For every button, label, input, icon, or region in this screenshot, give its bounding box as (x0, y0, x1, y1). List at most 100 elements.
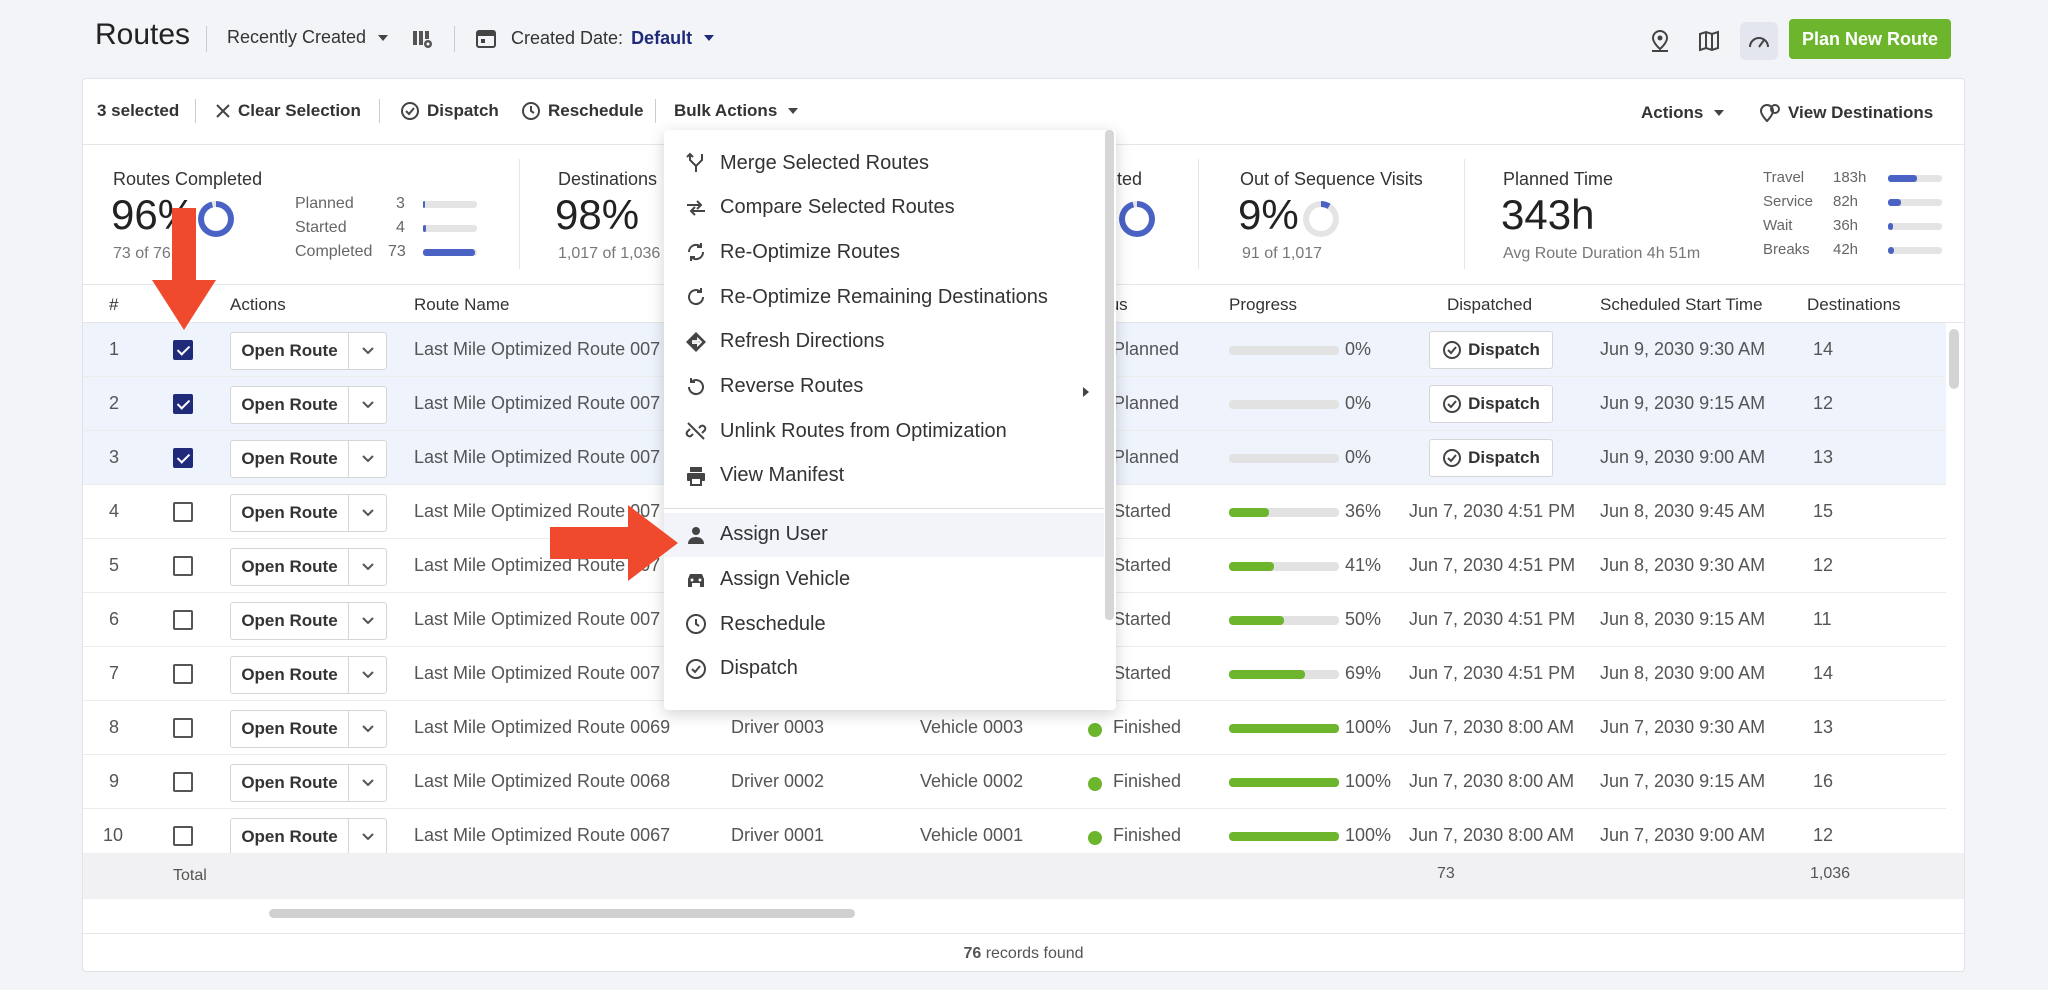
open-route-button[interactable]: Open Route (230, 602, 387, 640)
row-checkbox[interactable] (173, 772, 193, 792)
route-name[interactable]: Last Mile Optimized Route 007 (414, 393, 661, 413)
open-route-button[interactable]: Open Route (230, 494, 387, 532)
row-checkbox[interactable] (173, 718, 193, 738)
arrow-down-icon (152, 208, 216, 330)
scheduled-start: Jun 9, 2030 9:00 AM (1600, 447, 1766, 467)
route-name[interactable]: Last Mile Optimized Route 007 (414, 339, 661, 359)
route-name[interactable]: Last Mile Optimized Route 007 (414, 447, 661, 467)
scheduled-start: Jun 8, 2030 9:00 AM (1600, 663, 1766, 683)
out-of-sequence-donut (1303, 201, 1339, 237)
open-route-button[interactable]: Open Route (230, 386, 387, 424)
date-filter-dropdown[interactable]: Created Date: Default (475, 27, 715, 49)
sort-dropdown[interactable]: Recently Created (227, 27, 389, 48)
dispatch-button[interactable]: Dispatch (1429, 331, 1553, 369)
service-bar-fill (1888, 199, 1901, 206)
table-row[interactable]: 6 Open Route Last Mile Optimized Route 007… (83, 593, 1946, 647)
table-row[interactable]: 8 Open Route Last Mile Optimized Route 006… (83, 701, 1946, 755)
chevron-down-icon[interactable] (349, 603, 387, 639)
table-row[interactable]: 9 Open Route Last Mile Optimized Route 006… (83, 755, 1946, 809)
route-name[interactable]: Last Mile Optimized Route 007 (414, 609, 661, 629)
open-route-button[interactable]: Open Route (230, 656, 387, 694)
row-checkbox[interactable] (173, 664, 193, 684)
menu-item-assign-vehicle[interactable]: Assign Vehicle (664, 557, 1104, 601)
progress-label: 69% (1345, 663, 1382, 683)
view-destinations-button[interactable]: View Destinations (1759, 103, 1933, 123)
col-progress[interactable]: Progress (1229, 295, 1298, 314)
row-checkbox[interactable] (173, 826, 193, 846)
dashboard-gauge-icon[interactable] (1740, 22, 1778, 60)
open-route-button[interactable]: Open Route (230, 548, 387, 586)
menu-item-unlink-routes-from-optimization[interactable]: Unlink Routes from Optimization (664, 409, 1104, 453)
progress-bar-fill (1229, 778, 1339, 787)
table-row[interactable]: 4 Open Route Last Mile Optimized Route 007… (83, 485, 1946, 539)
dispatch-button[interactable]: Dispatch (1429, 439, 1553, 477)
chevron-down-icon[interactable] (349, 333, 387, 369)
menu-item-assign-user[interactable]: Assign User (664, 512, 1104, 557)
scheduled-start: Jun 8, 2030 9:45 AM (1600, 501, 1766, 521)
col-destinations[interactable]: Destinations (1807, 295, 1901, 314)
plan-new-route-button[interactable]: Plan New Route (1789, 19, 1951, 59)
calendar-icon (476, 30, 496, 48)
row-checkbox[interactable] (173, 556, 193, 576)
table-row[interactable]: 7 Open Route Last Mile Optimized Route 007… (83, 647, 1946, 701)
open-route-button[interactable]: Open Route (230, 440, 387, 478)
row-checkbox[interactable] (173, 340, 193, 360)
chevron-down-icon[interactable] (349, 387, 387, 423)
vertical-scrollbar[interactable] (1949, 329, 1959, 389)
menu-item-refresh-directions[interactable]: Refresh Directions (664, 320, 1104, 364)
chevron-down-icon[interactable] (349, 819, 387, 855)
menu-item-compare-selected-routes[interactable]: Compare Selected Routes (664, 186, 1104, 230)
row-number: 7 (109, 663, 120, 683)
chevron-down-icon[interactable] (349, 441, 387, 477)
open-route-button[interactable]: Open Route (230, 710, 387, 748)
menu-item-label: Refresh Directions (720, 330, 885, 353)
row-checkbox[interactable] (173, 502, 193, 522)
horizontal-scrollbar[interactable] (269, 909, 855, 918)
dispatch-button[interactable]: Dispatch (1429, 385, 1553, 423)
route-name[interactable]: Last Mile Optimized Route 007 (414, 555, 661, 575)
col-dispatched[interactable]: Dispatched (1447, 295, 1533, 314)
open-route-button[interactable]: Open Route (230, 332, 387, 370)
table-row[interactable]: 10 Open Route Last Mile Optimized Route 00… (83, 809, 1946, 863)
route-name[interactable]: Last Mile Optimized Route 0069 (414, 717, 671, 737)
actions-dropdown[interactable]: Actions (1641, 103, 1725, 123)
table-row[interactable]: 3 Open Route Last Mile Optimized Route 007… (83, 431, 1946, 485)
route-name[interactable]: Last Mile Optimized Route 0068 (414, 771, 671, 791)
menu-scrollbar[interactable] (1105, 130, 1114, 620)
chevron-down-icon[interactable] (349, 711, 387, 747)
progress-bar-fill (1229, 670, 1305, 679)
selected-count: 3 selected (97, 101, 180, 120)
col-scheduled-start[interactable]: Scheduled Start Time (1600, 295, 1763, 314)
clear-selection-button[interactable]: Clear Selection (215, 101, 361, 121)
reschedule-bulk-button[interactable]: Reschedule (521, 101, 643, 121)
chevron-down-icon[interactable] (349, 495, 387, 531)
open-route-button[interactable]: Open Route (230, 818, 387, 856)
row-checkbox[interactable] (173, 394, 193, 414)
menu-item-view-manifest[interactable]: View Manifest (664, 454, 1104, 498)
menu-item-dispatch[interactable]: Dispatch (664, 647, 1104, 691)
open-route-button[interactable]: Open Route (230, 764, 387, 802)
location-pin-icon[interactable] (1641, 22, 1679, 60)
chevron-down-icon[interactable] (349, 657, 387, 693)
row-checkbox[interactable] (173, 448, 193, 468)
row-checkbox[interactable] (173, 610, 193, 630)
menu-item-label: Compare Selected Routes (720, 196, 955, 219)
menu-item-merge-selected-routes[interactable]: Merge Selected Routes (664, 141, 1104, 185)
col-route-name[interactable]: Route Name (414, 295, 510, 314)
menu-item-reschedule[interactable]: Reschedule (664, 602, 1104, 646)
route-name[interactable]: Last Mile Optimized Route 0067 (414, 825, 671, 845)
route-name[interactable]: Last Mile Optimized Route 007 (414, 663, 661, 683)
route-name[interactable]: Last Mile Optimized Route 007 (414, 501, 661, 521)
column-settings-icon[interactable] (411, 28, 433, 50)
divider (1464, 159, 1465, 269)
menu-item-re-optimize-remaining-destinations[interactable]: Re-Optimize Remaining Destinations (664, 275, 1104, 319)
map-icon[interactable] (1690, 22, 1728, 60)
clear-selection-label: Clear Selection (238, 101, 361, 120)
bulk-actions-dropdown[interactable]: Bulk Actions (674, 101, 799, 121)
menu-item-reverse-routes[interactable]: Reverse Routes (664, 365, 1104, 409)
menu-item-re-optimize-routes[interactable]: Re-Optimize Routes (664, 230, 1104, 274)
chevron-down-icon[interactable] (349, 549, 387, 585)
chevron-down-icon[interactable] (349, 765, 387, 801)
check-circle-icon (401, 102, 419, 120)
dispatch-bulk-button[interactable]: Dispatch (400, 101, 499, 121)
